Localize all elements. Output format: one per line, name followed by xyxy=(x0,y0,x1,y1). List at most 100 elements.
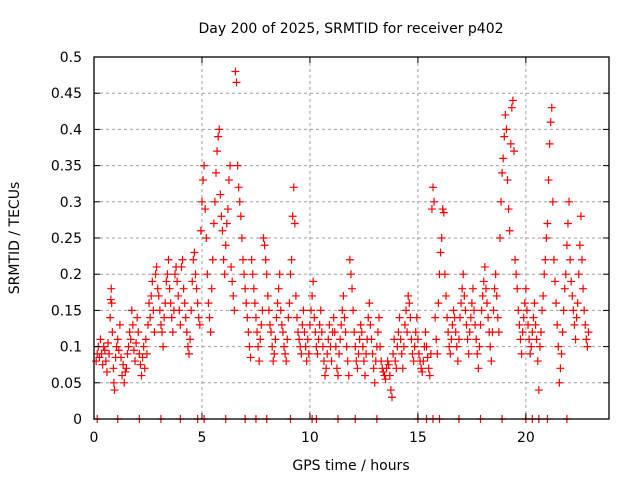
data-point xyxy=(520,299,529,308)
data-point xyxy=(329,313,338,322)
data-point xyxy=(158,328,167,337)
y-tick-label: 0.5 xyxy=(60,50,82,66)
data-point xyxy=(281,349,290,358)
data-point xyxy=(385,371,394,380)
data-point xyxy=(463,335,472,344)
data-point xyxy=(302,357,311,366)
data-point xyxy=(285,299,294,308)
data-point xyxy=(534,386,543,395)
data-point xyxy=(105,349,114,358)
data-point xyxy=(143,320,152,329)
data-point xyxy=(232,78,241,87)
data-point xyxy=(562,241,571,250)
data-point xyxy=(368,349,377,358)
data-point xyxy=(446,349,455,358)
data-point xyxy=(551,277,560,286)
data-point xyxy=(465,328,474,337)
data-point xyxy=(370,378,379,387)
data-point xyxy=(165,284,174,293)
data-point xyxy=(146,313,155,322)
data-point xyxy=(345,255,354,264)
data-point xyxy=(568,291,577,300)
data-point xyxy=(268,342,277,351)
data-point xyxy=(181,313,190,322)
data-point xyxy=(391,357,400,366)
data-point xyxy=(366,320,375,329)
data-point xyxy=(215,125,224,134)
data-point xyxy=(497,197,506,206)
data-point xyxy=(403,328,412,337)
data-point xyxy=(112,342,121,351)
data-point xyxy=(224,176,233,185)
data-point xyxy=(398,364,407,373)
data-point xyxy=(174,291,183,300)
data-point xyxy=(247,255,256,264)
data-point xyxy=(395,313,404,322)
data-point xyxy=(159,342,168,351)
data-point xyxy=(341,328,350,337)
data-point xyxy=(269,357,278,366)
data-point xyxy=(548,197,557,206)
data-point xyxy=(505,226,514,235)
data-point xyxy=(203,270,212,279)
data-point xyxy=(542,234,551,242)
data-point xyxy=(273,299,282,308)
data-point xyxy=(580,306,589,315)
data-point xyxy=(113,335,122,344)
data-point xyxy=(348,284,357,293)
data-point xyxy=(350,328,359,337)
data-point xyxy=(386,386,395,395)
data-point xyxy=(553,320,562,329)
data-point xyxy=(109,378,118,387)
data-point xyxy=(438,205,447,214)
data-point xyxy=(325,320,334,329)
y-tick-label: 0 xyxy=(73,412,82,428)
data-point xyxy=(337,320,346,329)
data-point xyxy=(528,328,537,337)
data-point xyxy=(502,125,511,134)
data-point xyxy=(299,306,308,315)
data-point xyxy=(487,357,496,366)
data-point xyxy=(394,328,403,337)
y-axis-label: SRMTID / TECUs xyxy=(7,182,23,295)
data-point xyxy=(253,328,262,337)
data-point xyxy=(295,335,304,344)
data-point xyxy=(477,306,486,315)
data-point xyxy=(104,338,113,347)
data-point xyxy=(441,291,450,300)
data-point xyxy=(459,270,468,279)
data-point xyxy=(500,132,509,141)
data-point xyxy=(139,342,148,351)
data-point xyxy=(235,197,244,206)
data-point xyxy=(356,320,365,329)
data-point xyxy=(106,295,115,304)
data-point xyxy=(147,291,156,300)
data-point xyxy=(108,328,117,337)
data-point xyxy=(114,346,123,355)
data-point xyxy=(125,328,134,337)
data-point xyxy=(134,328,143,337)
data-point xyxy=(200,161,209,170)
data-point xyxy=(274,284,283,293)
data-point xyxy=(260,241,269,250)
data-point xyxy=(136,360,145,369)
data-points xyxy=(92,67,593,423)
data-point xyxy=(167,313,176,322)
data-point xyxy=(461,306,470,315)
data-point xyxy=(354,349,363,358)
data-point xyxy=(357,328,366,337)
data-point xyxy=(197,197,206,206)
data-point xyxy=(490,284,499,293)
data-point xyxy=(492,291,501,300)
data-point xyxy=(151,270,160,279)
data-point xyxy=(141,335,150,344)
data-point xyxy=(508,96,517,105)
data-point xyxy=(140,364,149,373)
data-point xyxy=(536,328,545,337)
data-point xyxy=(301,342,310,351)
data-point xyxy=(315,320,324,329)
data-point xyxy=(284,313,293,322)
data-point xyxy=(321,371,330,380)
data-point xyxy=(234,183,243,192)
data-point xyxy=(291,291,300,300)
